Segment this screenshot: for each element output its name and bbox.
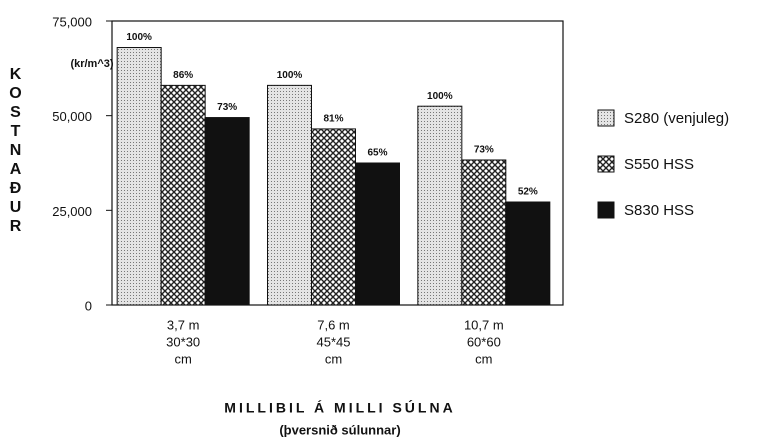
bar-percent-label: 100% bbox=[427, 91, 453, 102]
x-tick-label: 30*30 bbox=[166, 334, 200, 349]
bar-percent-label: 73% bbox=[474, 145, 494, 156]
bar-percent-label: 73% bbox=[217, 102, 237, 113]
legend-swatch bbox=[597, 201, 615, 219]
x-tick-label: cm bbox=[475, 351, 492, 366]
bar bbox=[267, 84, 312, 306]
bar-percent-label: 65% bbox=[367, 148, 387, 159]
legend-swatch bbox=[597, 109, 615, 127]
bar bbox=[204, 117, 250, 306]
legend-swatch bbox=[597, 155, 615, 173]
x-axis-subtitle: (þversnið súlunnar) bbox=[279, 422, 400, 437]
bar-percent-label: 100% bbox=[277, 70, 303, 81]
bar bbox=[116, 47, 162, 306]
bar bbox=[505, 201, 551, 306]
x-tick-label: 45*45 bbox=[317, 334, 351, 349]
bar-percent-label: 81% bbox=[323, 114, 343, 125]
legend-label: S830 HSS bbox=[624, 202, 694, 219]
x-tick-label: 10,7 m bbox=[464, 317, 504, 332]
bar bbox=[311, 128, 356, 306]
y-unit: (kr/m^3) bbox=[70, 58, 113, 70]
x-tick-label: 3,7 m bbox=[167, 317, 200, 332]
legend-label: S280 (venjuleg) bbox=[624, 110, 729, 127]
legend-label: S550 HSS bbox=[624, 156, 694, 173]
bar bbox=[355, 162, 400, 306]
bar bbox=[461, 159, 507, 306]
bar bbox=[417, 105, 463, 306]
bar-percent-label: 52% bbox=[518, 187, 538, 198]
bar bbox=[160, 84, 206, 306]
bar-percent-label: 86% bbox=[173, 70, 193, 81]
y-tick-label: 25,000 bbox=[52, 204, 92, 219]
x-tick-label: cm bbox=[325, 351, 342, 366]
bar-percent-label: 100% bbox=[126, 32, 152, 43]
x-tick-label: 7,6 m bbox=[317, 317, 350, 332]
y-tick-label: 75,000 bbox=[52, 14, 92, 29]
x-tick-label: 60*60 bbox=[467, 334, 501, 349]
x-tick-label: cm bbox=[174, 351, 191, 366]
y-axis-title: KOSTNAÐUR bbox=[7, 66, 24, 237]
x-axis-title: MILLIBIL Á MILLI SÚLNA bbox=[224, 399, 455, 416]
y-tick-label: 0 bbox=[85, 298, 92, 313]
y-tick-label: 50,000 bbox=[52, 109, 92, 124]
